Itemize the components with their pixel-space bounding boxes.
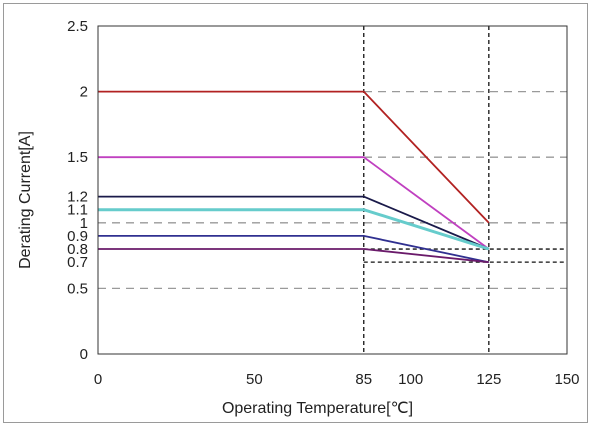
- x-tick-label: 150: [554, 371, 579, 388]
- series-line-6: [98, 248, 489, 264]
- series-line-5: [98, 234, 489, 264]
- x-tick-label: 125: [476, 371, 501, 388]
- derating-chart: 0 0.5 0.70.80.911.11.2 1.5 2 2.5 0 50 85 100 125 1…: [17, 18, 580, 417]
- series-line-3: [98, 195, 490, 250]
- y-axis-title: Derating Current[A]: [17, 131, 34, 269]
- plot-area-border: [97, 25, 568, 355]
- y-tick-label: 1.2: [67, 189, 88, 206]
- y-tick-label: 0.8: [67, 241, 88, 258]
- y-tick-label: 1: [80, 215, 88, 232]
- y-tick-label: 1.5: [67, 149, 88, 166]
- y-tick-label: 0.5: [67, 280, 88, 297]
- y-tick-label: 0.9: [67, 228, 88, 245]
- chart-frame: 0 0.5 0.7 0.8 0.9 1 1.1 1.2 1.5 2 2.5 0 50 85 100 125 1…: [3, 3, 588, 423]
- series-line-4: [98, 208, 490, 251]
- x-tick-label: 85: [355, 371, 372, 388]
- series-line-2: [98, 156, 490, 250]
- y-tick-label: 2: [80, 84, 88, 101]
- x-tick-label: 100: [398, 371, 423, 388]
- y-tick-label: 1.1: [67, 202, 88, 219]
- y-tick-label: 0.7: [67, 254, 88, 271]
- x-tick-label: 50: [246, 371, 263, 388]
- y-tick-label: 2.5: [67, 18, 88, 35]
- x-tick-label: 0: [94, 371, 102, 388]
- y-tick-label: 0: [80, 346, 88, 363]
- x-axis-title: Operating Temperature[℃]: [222, 400, 413, 417]
- series-line-1: [98, 90, 490, 224]
